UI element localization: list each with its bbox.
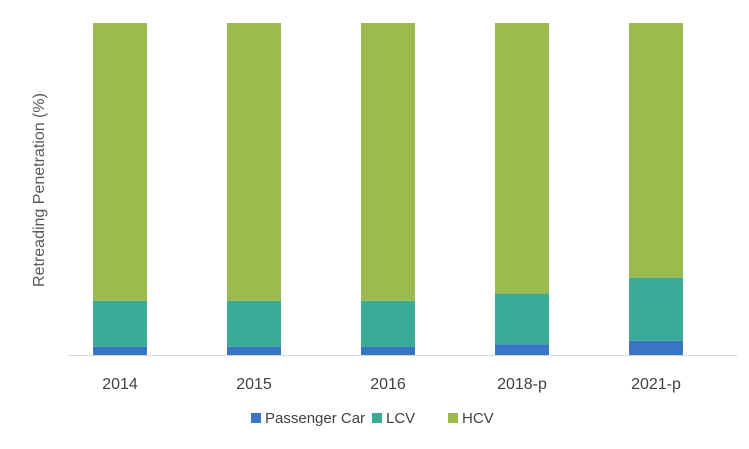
legend-swatch-hcv (448, 413, 458, 423)
legend-swatch-lcv (372, 413, 382, 423)
bar-hcv-2015 (227, 23, 281, 301)
bar-lcv-2018-p (495, 293, 549, 345)
x-tick-label: 2015 (236, 376, 272, 393)
bar-lcv-2015 (227, 300, 281, 347)
x-tick-labels: 2014 2015 2016 2018-p 2021-p (102, 376, 681, 393)
bar-lcv-2016 (361, 300, 415, 347)
y-axis-title: Retreading Penetration (%) (31, 93, 48, 287)
legend: Passenger Car LCV HCV (251, 410, 494, 427)
x-tick-label: 2016 (370, 376, 406, 393)
legend-label-passenger-car: Passenger Car (265, 410, 365, 427)
bar-passenger-car-2021-p (629, 340, 683, 355)
x-tick-label: 2014 (102, 376, 138, 393)
bar-passenger-car-2018-p (495, 344, 549, 355)
x-tick-label: 2021-p (631, 376, 681, 393)
bar-passenger-car-2014 (93, 346, 147, 355)
legend-label-lcv: LCV (386, 410, 415, 427)
bar-hcv-2021-p (629, 23, 683, 278)
x-tick-label: 2018-p (497, 376, 547, 393)
bar-area (93, 23, 683, 355)
legend-swatch-passenger-car (251, 413, 261, 423)
bar-hcv-2016 (361, 23, 415, 301)
bar-passenger-car-2016 (361, 346, 415, 355)
bar-lcv-2014 (93, 300, 147, 347)
bar-hcv-2014 (93, 23, 147, 301)
bar-hcv-2018-p (495, 23, 549, 294)
bar-lcv-2021-p (629, 277, 683, 341)
bar-passenger-car-2015 (227, 346, 281, 355)
legend-label-hcv: HCV (462, 410, 494, 427)
